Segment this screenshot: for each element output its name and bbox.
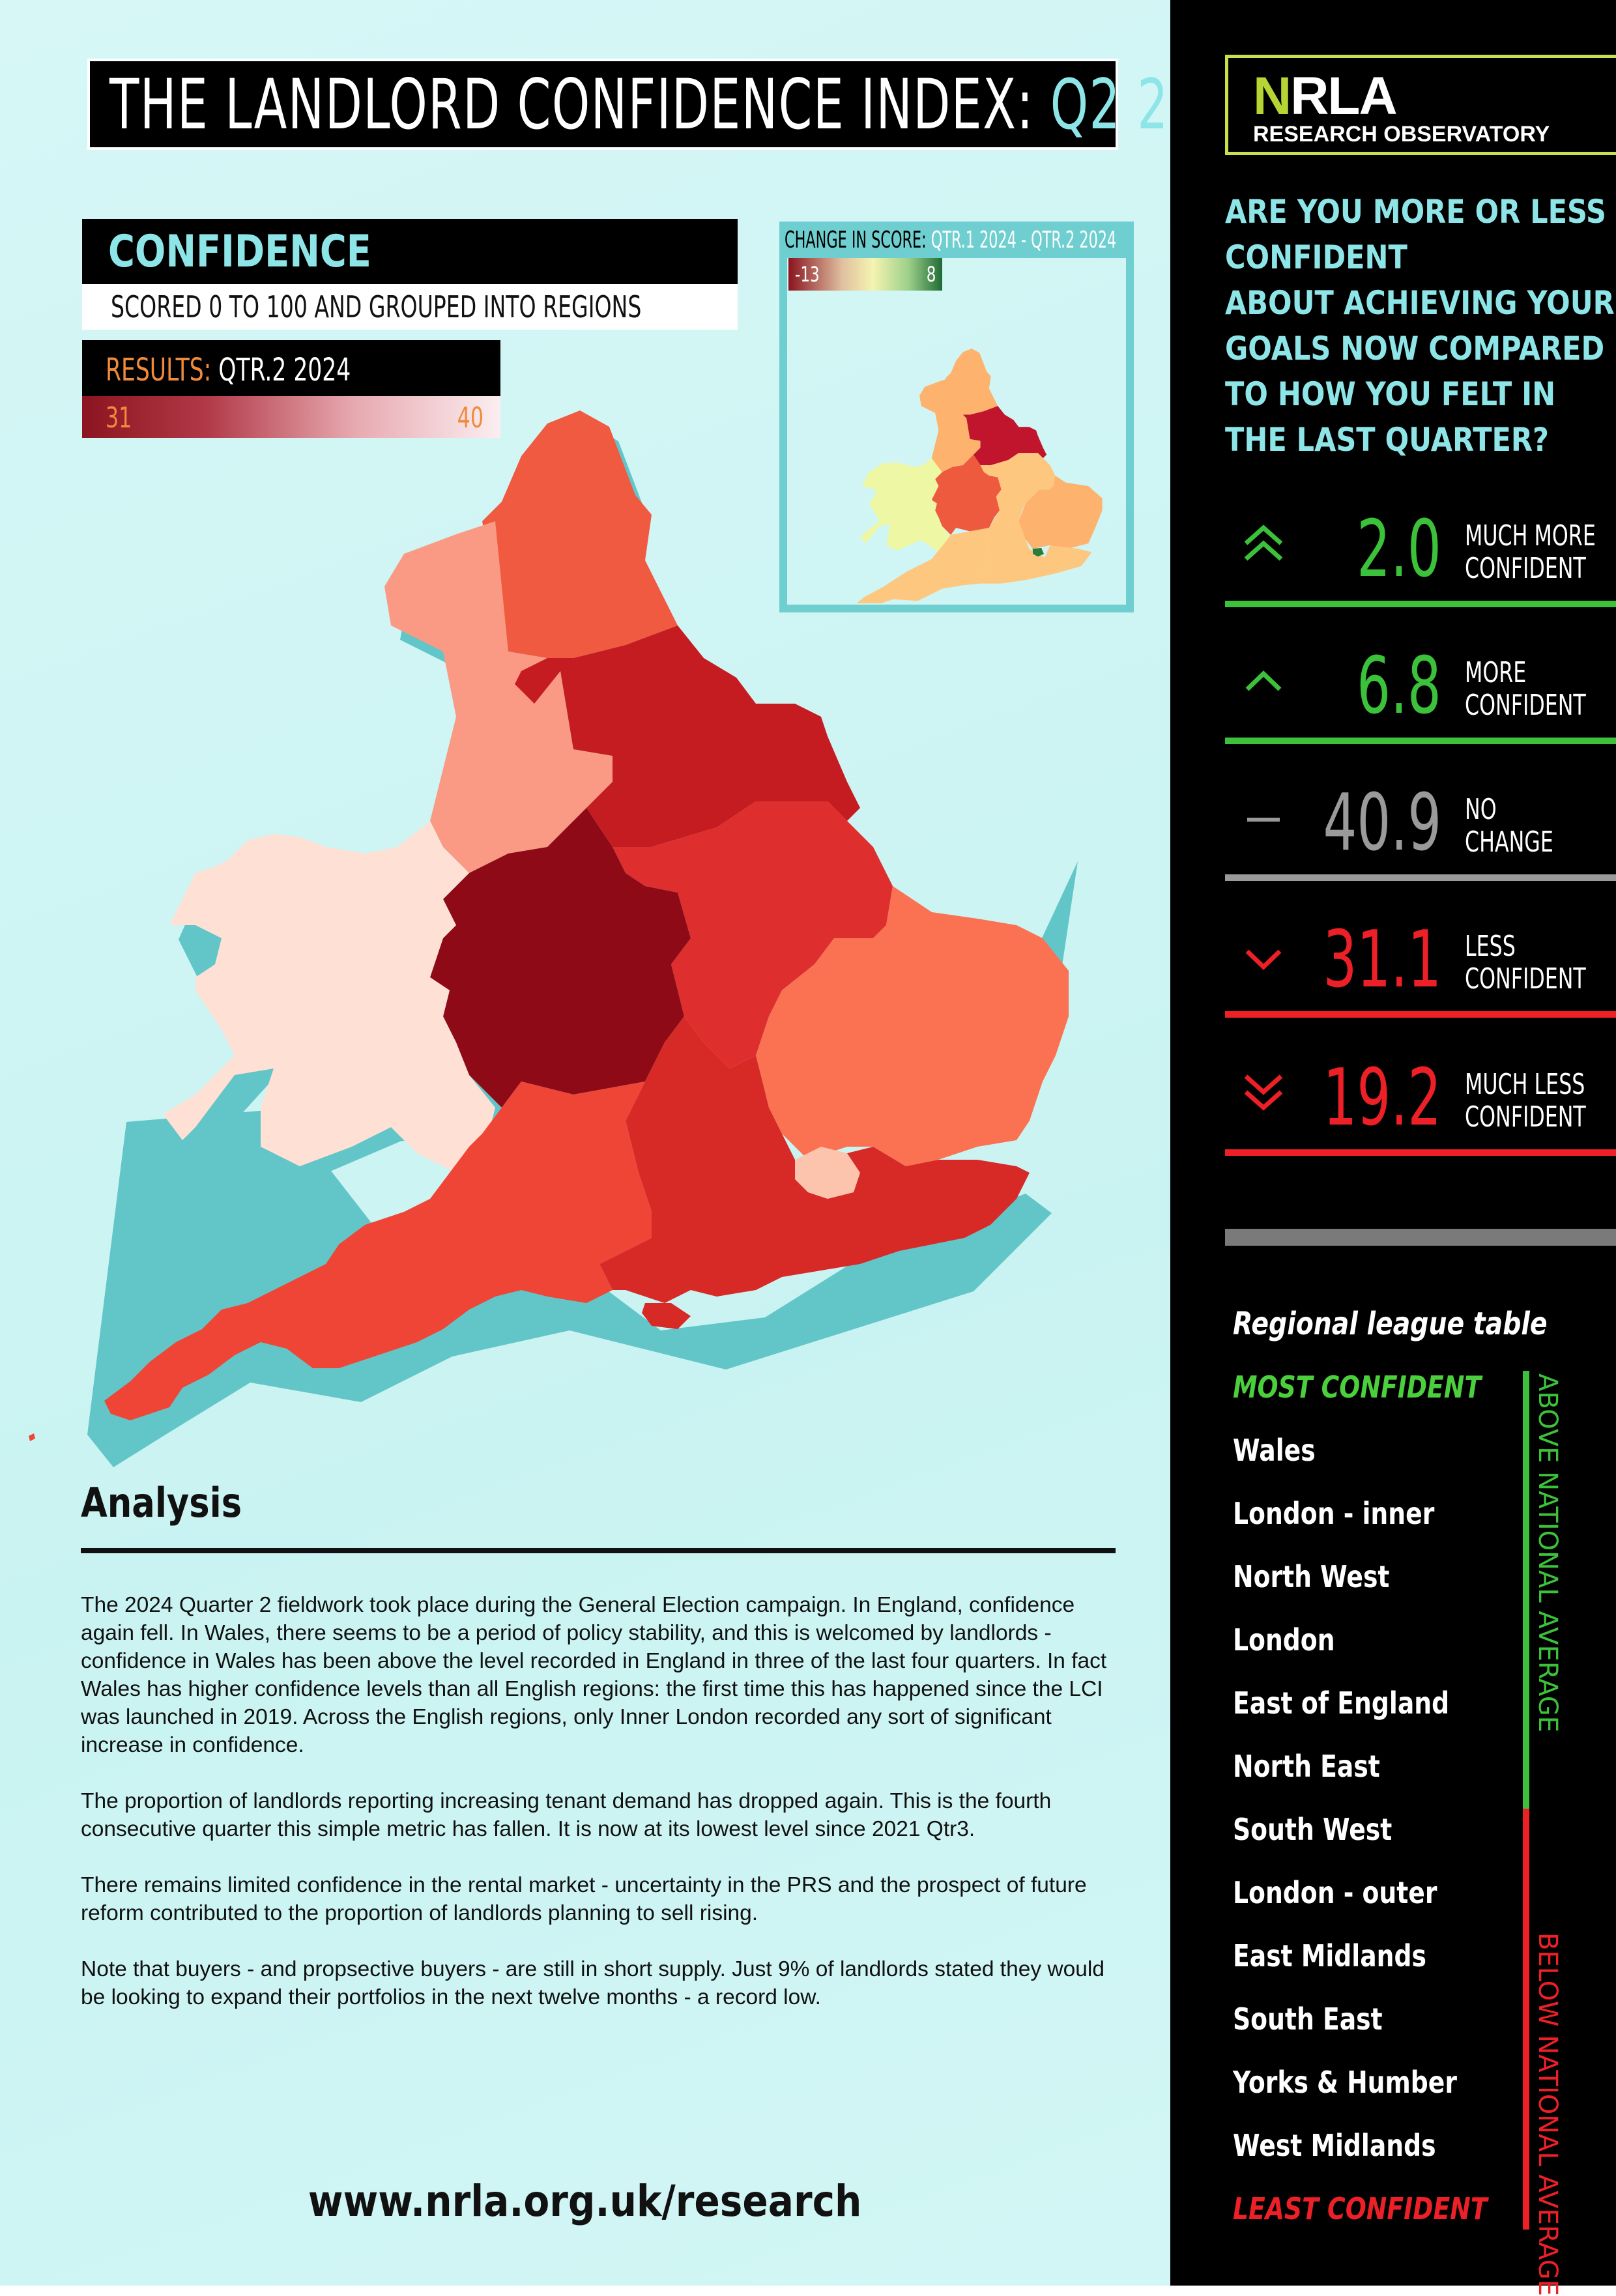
results-period: QTR.2 2024	[218, 352, 351, 388]
league-item: London - inner	[1233, 1496, 1435, 1531]
league-table-title: Regional league table	[1233, 1306, 1548, 1342]
region-south-west	[104, 1082, 652, 1420]
footer-url[interactable]: www.nrla.org.uk/research	[308, 2176, 862, 2226]
dash-icon	[1247, 818, 1280, 822]
stat-rule	[1225, 874, 1616, 881]
stat-value: 6.8	[1357, 641, 1441, 732]
stat-label: MORE CONFIDENT	[1465, 656, 1586, 722]
above-average-bar	[1523, 1371, 1529, 1837]
sidebar-divider	[1225, 1229, 1616, 1246]
region-west-midlands	[430, 808, 691, 1108]
league-item: North West	[1233, 1559, 1390, 1594]
results-label: RESULTS:	[106, 352, 212, 388]
scilly-isles	[29, 1433, 35, 1441]
below-average-label: BELOW NATIONAL AVERAGE	[1533, 1932, 1563, 2296]
question-line: THE LAST QUARTER?	[1225, 421, 1549, 459]
change-color-scale: -13 8	[788, 258, 942, 291]
league-item: South West	[1233, 1812, 1392, 1847]
double-chevron-down-icon	[1244, 1074, 1283, 1111]
change-scale-min: -13	[795, 262, 820, 287]
league-item: Wales	[1233, 1433, 1316, 1468]
question-line: ABOUT ACHIEVING YOUR	[1225, 284, 1615, 322]
stat-value: 2.0	[1357, 504, 1441, 595]
change-inset-map	[856, 348, 1103, 603]
question-line: ARE YOU MORE OR LESS	[1225, 193, 1607, 231]
change-scale-max: 8	[926, 262, 936, 287]
results-legend: RESULTS: QTR.2 2024 31 40	[82, 340, 500, 438]
league-item: Yorks & Humber	[1233, 2065, 1457, 2100]
nrla-logo: NRLA RESEARCH OBSERVATORY	[1225, 55, 1616, 155]
stat-label: MUCH LESS CONFIDENT	[1465, 1068, 1586, 1134]
confidence-map	[29, 410, 1078, 1467]
stat-no-change: 40.9 NO CHANGE	[1225, 764, 1616, 881]
question-line: GOALS NOW COMPARED	[1225, 330, 1605, 367]
region-east-midlands	[613, 801, 893, 1069]
league-item: London	[1233, 1622, 1335, 1657]
main-panel: THE LANDLORD CONFIDENCE INDEX: Q2 2024 C…	[0, 0, 1263, 2286]
region-yorks-humber	[515, 625, 860, 847]
change-inset-title: CHANGE IN SCORE: QTR.1 2024 - QTR.2 2024	[779, 222, 1134, 258]
sidebar	[1170, 0, 1616, 2286]
logo-wordmark: NRLA	[1253, 66, 1398, 126]
change-inset-label: CHANGE IN SCORE:	[785, 226, 927, 253]
analysis-paragraph: The proportion of landlords reporting in…	[81, 1789, 1052, 1841]
stat-less-confident: 31.1 LESS CONFIDENT	[1225, 900, 1616, 1018]
results-title: RESULTS: QTR.2 2024	[106, 352, 351, 388]
league-item: North East	[1233, 1749, 1380, 1784]
logo-subtitle: RESEARCH OBSERVATORY	[1253, 122, 1550, 147]
region-north-east	[482, 410, 678, 658]
confidence-subheading: SCORED 0 TO 100 AND GROUPED INTO REGIONS	[111, 289, 642, 324]
region-wales	[163, 821, 495, 1173]
results-color-scale: 31 40	[82, 396, 500, 438]
stat-label: MUCH MORE CONFIDENT	[1465, 519, 1596, 585]
chevron-up-icon	[1245, 670, 1282, 691]
region-isle-of-wight	[642, 1303, 691, 1329]
stat-value: 40.9	[1323, 778, 1441, 868]
league-item: East of England	[1233, 1686, 1450, 1721]
confidence-heading-box: CONFIDENCE	[82, 219, 738, 284]
league-least-confident: LEAST CONFIDENT	[1233, 2191, 1488, 2226]
stat-more-confident: 6.8 MORE CONFIDENT	[1225, 627, 1616, 744]
stat-much-more-confident: 2.0 MUCH MORE CONFIDENT	[1225, 490, 1616, 607]
page-title-main: THE LANDLORD CONFIDENCE INDEX:	[109, 64, 1034, 145]
analysis-body: The 2024 Quarter 2 fieldwork took place …	[81, 1591, 1123, 2039]
region-london-inner	[795, 1147, 860, 1199]
chevron-down-icon	[1245, 949, 1282, 970]
stat-rule	[1225, 1011, 1616, 1018]
above-average-label: ABOVE NATIONAL AVERAGE	[1533, 1373, 1563, 1732]
analysis-divider	[81, 1548, 1116, 1553]
league-item: East Midlands	[1233, 1938, 1426, 1973]
region-north-west	[384, 521, 613, 873]
region-east-of-england	[756, 886, 1069, 1166]
question-line: CONFIDENT	[1225, 238, 1407, 276]
results-scale-max: 40	[457, 401, 483, 435]
double-chevron-up-icon	[1244, 524, 1283, 561]
question-line: TO HOW YOU FELT IN	[1225, 375, 1556, 413]
stat-much-less-confident: 19.2 MUCH LESS CONFIDENT	[1225, 1039, 1616, 1156]
analysis-heading: Analysis	[81, 1479, 242, 1527]
league-item: West Midlands	[1233, 2128, 1436, 2163]
stat-label: NO CHANGE	[1465, 793, 1553, 859]
analysis-paragraph: The 2024 Quarter 2 fieldwork took place …	[81, 1593, 1107, 1757]
analysis-paragraph: Note that buyers - and propsective buyer…	[81, 1957, 1104, 2009]
stat-label: LESS CONFIDENT	[1465, 930, 1586, 996]
stat-rule	[1225, 1149, 1616, 1156]
survey-question: ARE YOU MORE OR LESS CONFIDENT ABOUT ACH…	[1225, 189, 1615, 463]
stat-rule	[1225, 738, 1616, 744]
below-average-bar	[1523, 1809, 1529, 2230]
analysis-paragraph: There remains limited confidence in the …	[81, 1873, 1087, 1925]
stat-rule	[1225, 601, 1616, 607]
league-most-confident: MOST CONFIDENT	[1233, 1370, 1482, 1405]
results-scale-min: 31	[106, 401, 132, 435]
region-south-east	[599, 1016, 1030, 1303]
change-inset-period: QTR.1 2024 - QTR.2 2024	[931, 226, 1117, 253]
league-item: South East	[1233, 2002, 1383, 2037]
confidence-heading: CONFIDENCE	[108, 225, 371, 278]
league-item: London - outer	[1233, 1875, 1437, 1910]
stat-value: 19.2	[1323, 1053, 1441, 1143]
confidence-subheading-box: SCORED 0 TO 100 AND GROUPED INTO REGIONS	[82, 284, 738, 330]
stat-value: 31.1	[1323, 915, 1441, 1005]
